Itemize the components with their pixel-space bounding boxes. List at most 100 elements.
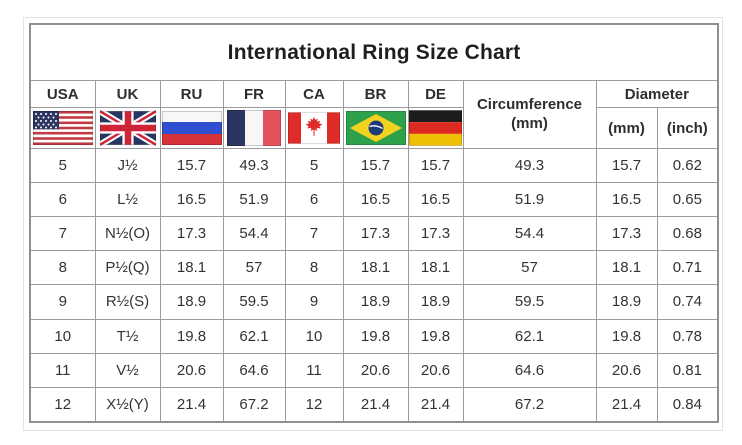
table-cell: 49.3	[222, 147, 286, 184]
table-cell: 10	[284, 318, 344, 354]
table-cell: 10	[29, 318, 96, 354]
table-cell: 19.8	[159, 318, 224, 354]
table-cell: 17.3	[407, 216, 464, 252]
table-cell: 17.3	[342, 216, 409, 252]
col-header-usa: USA	[29, 80, 96, 108]
table-cell: 59.5	[222, 284, 286, 320]
table-cell: 16.5	[342, 182, 409, 218]
table-cell: L½	[94, 182, 161, 218]
table-cell: 20.6	[407, 352, 464, 388]
table-cell: 16.5	[407, 182, 464, 218]
table-cell: T½	[94, 318, 161, 354]
circumference-unit: (mm)	[511, 114, 548, 132]
table-row: 9 R½(S) 18.9 59.5 9 18.9 18.9 59.5 18.9 0.74	[29, 284, 719, 320]
br-flag-icon	[345, 111, 406, 145]
table-cell: 16.5	[595, 182, 658, 218]
col-header-br: BR	[342, 80, 409, 108]
table-cell: 62.1	[462, 318, 597, 354]
table-cell: 18.9	[407, 284, 464, 320]
table-cell: 18.9	[595, 284, 658, 320]
page-title: International Ring Size Chart	[29, 23, 719, 81]
col-header-uk: UK	[94, 80, 161, 108]
table-cell: 51.9	[462, 182, 597, 218]
table-cell: 12	[284, 386, 344, 423]
table-cell: 18.9	[159, 284, 224, 320]
table-cell: 9	[29, 284, 96, 320]
table-row: 6 L½ 16.5 51.9 6 16.5 16.5 51.9 16.5 0.65	[29, 182, 719, 218]
table-cell: 15.7	[407, 147, 464, 184]
table-cell: 51.9	[222, 182, 286, 218]
col-header-fr: FR	[222, 80, 286, 108]
table-cell: 20.6	[159, 352, 224, 388]
table-cell: 7	[284, 216, 344, 252]
table-cell: 0.62	[656, 147, 719, 184]
table-cell: 59.5	[462, 284, 597, 320]
table-cell: 0.81	[656, 352, 719, 388]
table-cell: 0.71	[656, 250, 719, 286]
table-row: 11 V½ 20.6 64.6 11 20.6 20.6 64.6 20.6 0.81	[29, 352, 719, 388]
table-cell: 67.2	[222, 386, 286, 423]
table-cell: 6	[284, 182, 344, 218]
col-header-ru: RU	[159, 80, 224, 108]
table-cell: R½(S)	[94, 284, 161, 320]
table-body: 5 J½ 15.7 49.3 5 15.7 15.7 49.3 15.7 0.62 6 L½ 16.5 5…	[29, 147, 719, 423]
ca-flag-cell	[284, 107, 344, 149]
table-cell: 7	[29, 216, 96, 252]
table-cell: 15.7	[159, 147, 224, 184]
table-cell: N½(O)	[94, 216, 161, 252]
table-cell: 62.1	[222, 318, 286, 354]
ru-flag-icon	[161, 111, 222, 145]
fr-flag-icon	[227, 110, 281, 146]
table-cell: 49.3	[462, 147, 597, 184]
table-cell: 54.4	[462, 216, 597, 252]
table-cell: 12	[29, 386, 96, 423]
table-cell: 64.6	[462, 352, 597, 388]
table-cell: 18.1	[407, 250, 464, 286]
table-cell: 67.2	[462, 386, 597, 423]
table-cell: 15.7	[595, 147, 658, 184]
table-cell: 11	[29, 352, 96, 388]
table-row: 7 N½(O) 17.3 54.4 7 17.3 17.3 54.4 17.3 0.68	[29, 216, 719, 252]
col-header-circumference: Circumference (mm)	[462, 80, 597, 149]
table-cell: 18.9	[342, 284, 409, 320]
table-cell: 11	[284, 352, 344, 388]
table-cell: 9	[284, 284, 344, 320]
table-cell: 18.1	[595, 250, 658, 286]
uk-flag-icon	[99, 110, 156, 146]
usa-flag-cell	[29, 107, 96, 149]
table-cell: 0.68	[656, 216, 719, 252]
title-row: International Ring Size Chart	[29, 23, 719, 81]
table-cell: 21.4	[595, 386, 658, 423]
col-header-de: DE	[407, 80, 464, 108]
table-cell: 19.8	[407, 318, 464, 354]
table-cell: 0.74	[656, 284, 719, 320]
ring-size-table: International Ring Size Chart USA UK RU …	[29, 23, 720, 423]
diameter-mm-header: (mm)	[595, 107, 658, 149]
de-flag-icon	[409, 110, 462, 146]
chart-frame: International Ring Size Chart USA UK RU …	[23, 17, 723, 431]
table-cell: 8	[284, 250, 344, 286]
table-cell: 5	[284, 147, 344, 184]
table-cell: 0.65	[656, 182, 719, 218]
table-row: 8 P½(Q) 18.1 57 8 18.1 18.1 57 18.1 0.71	[29, 250, 719, 286]
table-cell: 5	[29, 147, 96, 184]
de-flag-cell	[407, 107, 464, 149]
fr-flag-cell	[222, 107, 286, 149]
table-cell: 64.6	[222, 352, 286, 388]
flag-row: (mm) (inch)	[29, 107, 719, 149]
br-flag-cell	[342, 107, 409, 149]
table-cell: 15.7	[342, 147, 409, 184]
table-cell: 21.4	[342, 386, 409, 423]
table-cell: 19.8	[595, 318, 658, 354]
table-row: 5 J½ 15.7 49.3 5 15.7 15.7 49.3 15.7 0.62	[29, 147, 719, 184]
table-cell: 57	[222, 250, 286, 286]
table-row: 10 T½ 19.8 62.1 10 19.8 19.8 62.1 19.8 0.78	[29, 318, 719, 354]
uk-flag-cell	[94, 107, 161, 149]
table-cell: 0.78	[656, 318, 719, 354]
ru-flag-cell	[159, 107, 224, 149]
table-cell: X½(Y)	[94, 386, 161, 423]
ca-flag-icon	[288, 112, 340, 144]
table-cell: 16.5	[159, 182, 224, 218]
table-cell: 57	[462, 250, 597, 286]
col-header-diameter: Diameter	[595, 80, 719, 108]
